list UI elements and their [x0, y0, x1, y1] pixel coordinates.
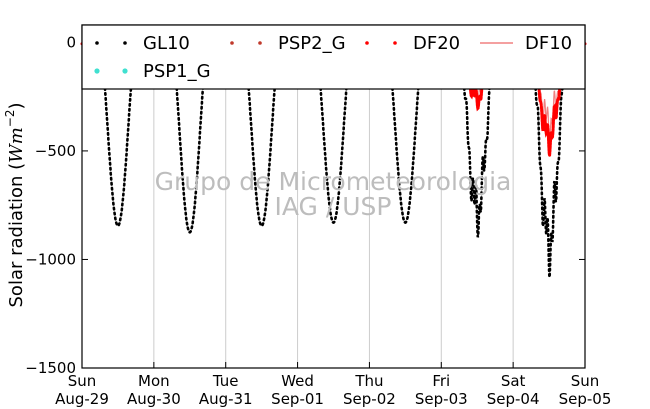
y-tick-label: −1500 — [25, 359, 76, 377]
y-axis-label-close: ) — [6, 102, 27, 109]
watermark-line-1: Grupo de Micrometeorologia — [155, 167, 512, 196]
x-tick-date: Aug-29 — [55, 390, 109, 408]
legend-swatch-dot — [393, 41, 397, 45]
x-tick-day: Sun — [68, 372, 97, 390]
y-axis-label-text: Solar radiation ( — [6, 163, 27, 308]
x-tick-date: Sep-03 — [415, 390, 468, 408]
legend-label: DF20 — [413, 33, 460, 54]
legend-entry-psp1-g: PSP1_G — [94, 61, 211, 82]
x-tick-day: Tue — [212, 372, 239, 390]
y-tick-label: −500 — [35, 142, 76, 160]
legend-entry-psp2-g: PSP2_G — [230, 33, 346, 54]
x-tick-labels: SunAug-29MonAug-30TueAug-31WedSep-01ThuS… — [55, 372, 611, 408]
y-axis-label: Solar radiation (Wm−2) — [3, 102, 27, 307]
x-tick-date: Sep-04 — [487, 390, 540, 408]
x-tick-date: Aug-31 — [199, 390, 253, 408]
y-axis-label-exponent: −2 — [3, 110, 17, 128]
legend: GL10 PSP2_G DF20 DF10 PSP1_G — [81, 24, 586, 90]
legend-label: PSP2_G — [278, 33, 346, 54]
legend-swatch-dot — [258, 41, 262, 45]
y-tick-labels: 0 −500 −1000 −1500 — [25, 33, 76, 377]
legend-entry-df10: DF10 — [480, 33, 572, 54]
x-tick-day: Mon — [138, 372, 170, 390]
legend-entry-df20: DF20 — [365, 33, 460, 54]
x-tick-date: Aug-30 — [127, 390, 181, 408]
legend-swatch-dot — [123, 41, 127, 45]
x-tick-date: Sep-02 — [343, 390, 396, 408]
legend-swatch-dot — [94, 68, 100, 74]
x-tick-date: Sep-01 — [271, 390, 324, 408]
x-tick-day: Sun — [571, 372, 600, 390]
watermark: Grupo de Micrometeorologia IAG / USP — [155, 167, 512, 221]
legend-swatch-dot — [365, 41, 369, 45]
watermark-line-2: IAG / USP — [275, 192, 392, 221]
x-tick-date: Sep-05 — [559, 390, 612, 408]
legend-swatch-dot — [230, 41, 234, 45]
legend-swatch-dot — [122, 68, 128, 74]
legend-box — [81, 24, 586, 90]
y-tick-label: −1000 — [25, 250, 76, 268]
legend-entry-gl10: GL10 — [95, 33, 190, 54]
x-tick-day: Fri — [432, 372, 450, 390]
x-tick-day: Wed — [281, 372, 314, 390]
legend-label: GL10 — [143, 33, 190, 54]
legend-label: PSP1_G — [143, 61, 211, 82]
y-tick-label: 0 — [66, 33, 76, 51]
x-tick-day: Thu — [354, 372, 383, 390]
legend-label: DF10 — [525, 33, 572, 54]
y-axis-label-unit: Wm — [6, 127, 27, 163]
legend-swatch-dot — [95, 41, 99, 45]
x-tick-day: Sat — [501, 372, 526, 390]
